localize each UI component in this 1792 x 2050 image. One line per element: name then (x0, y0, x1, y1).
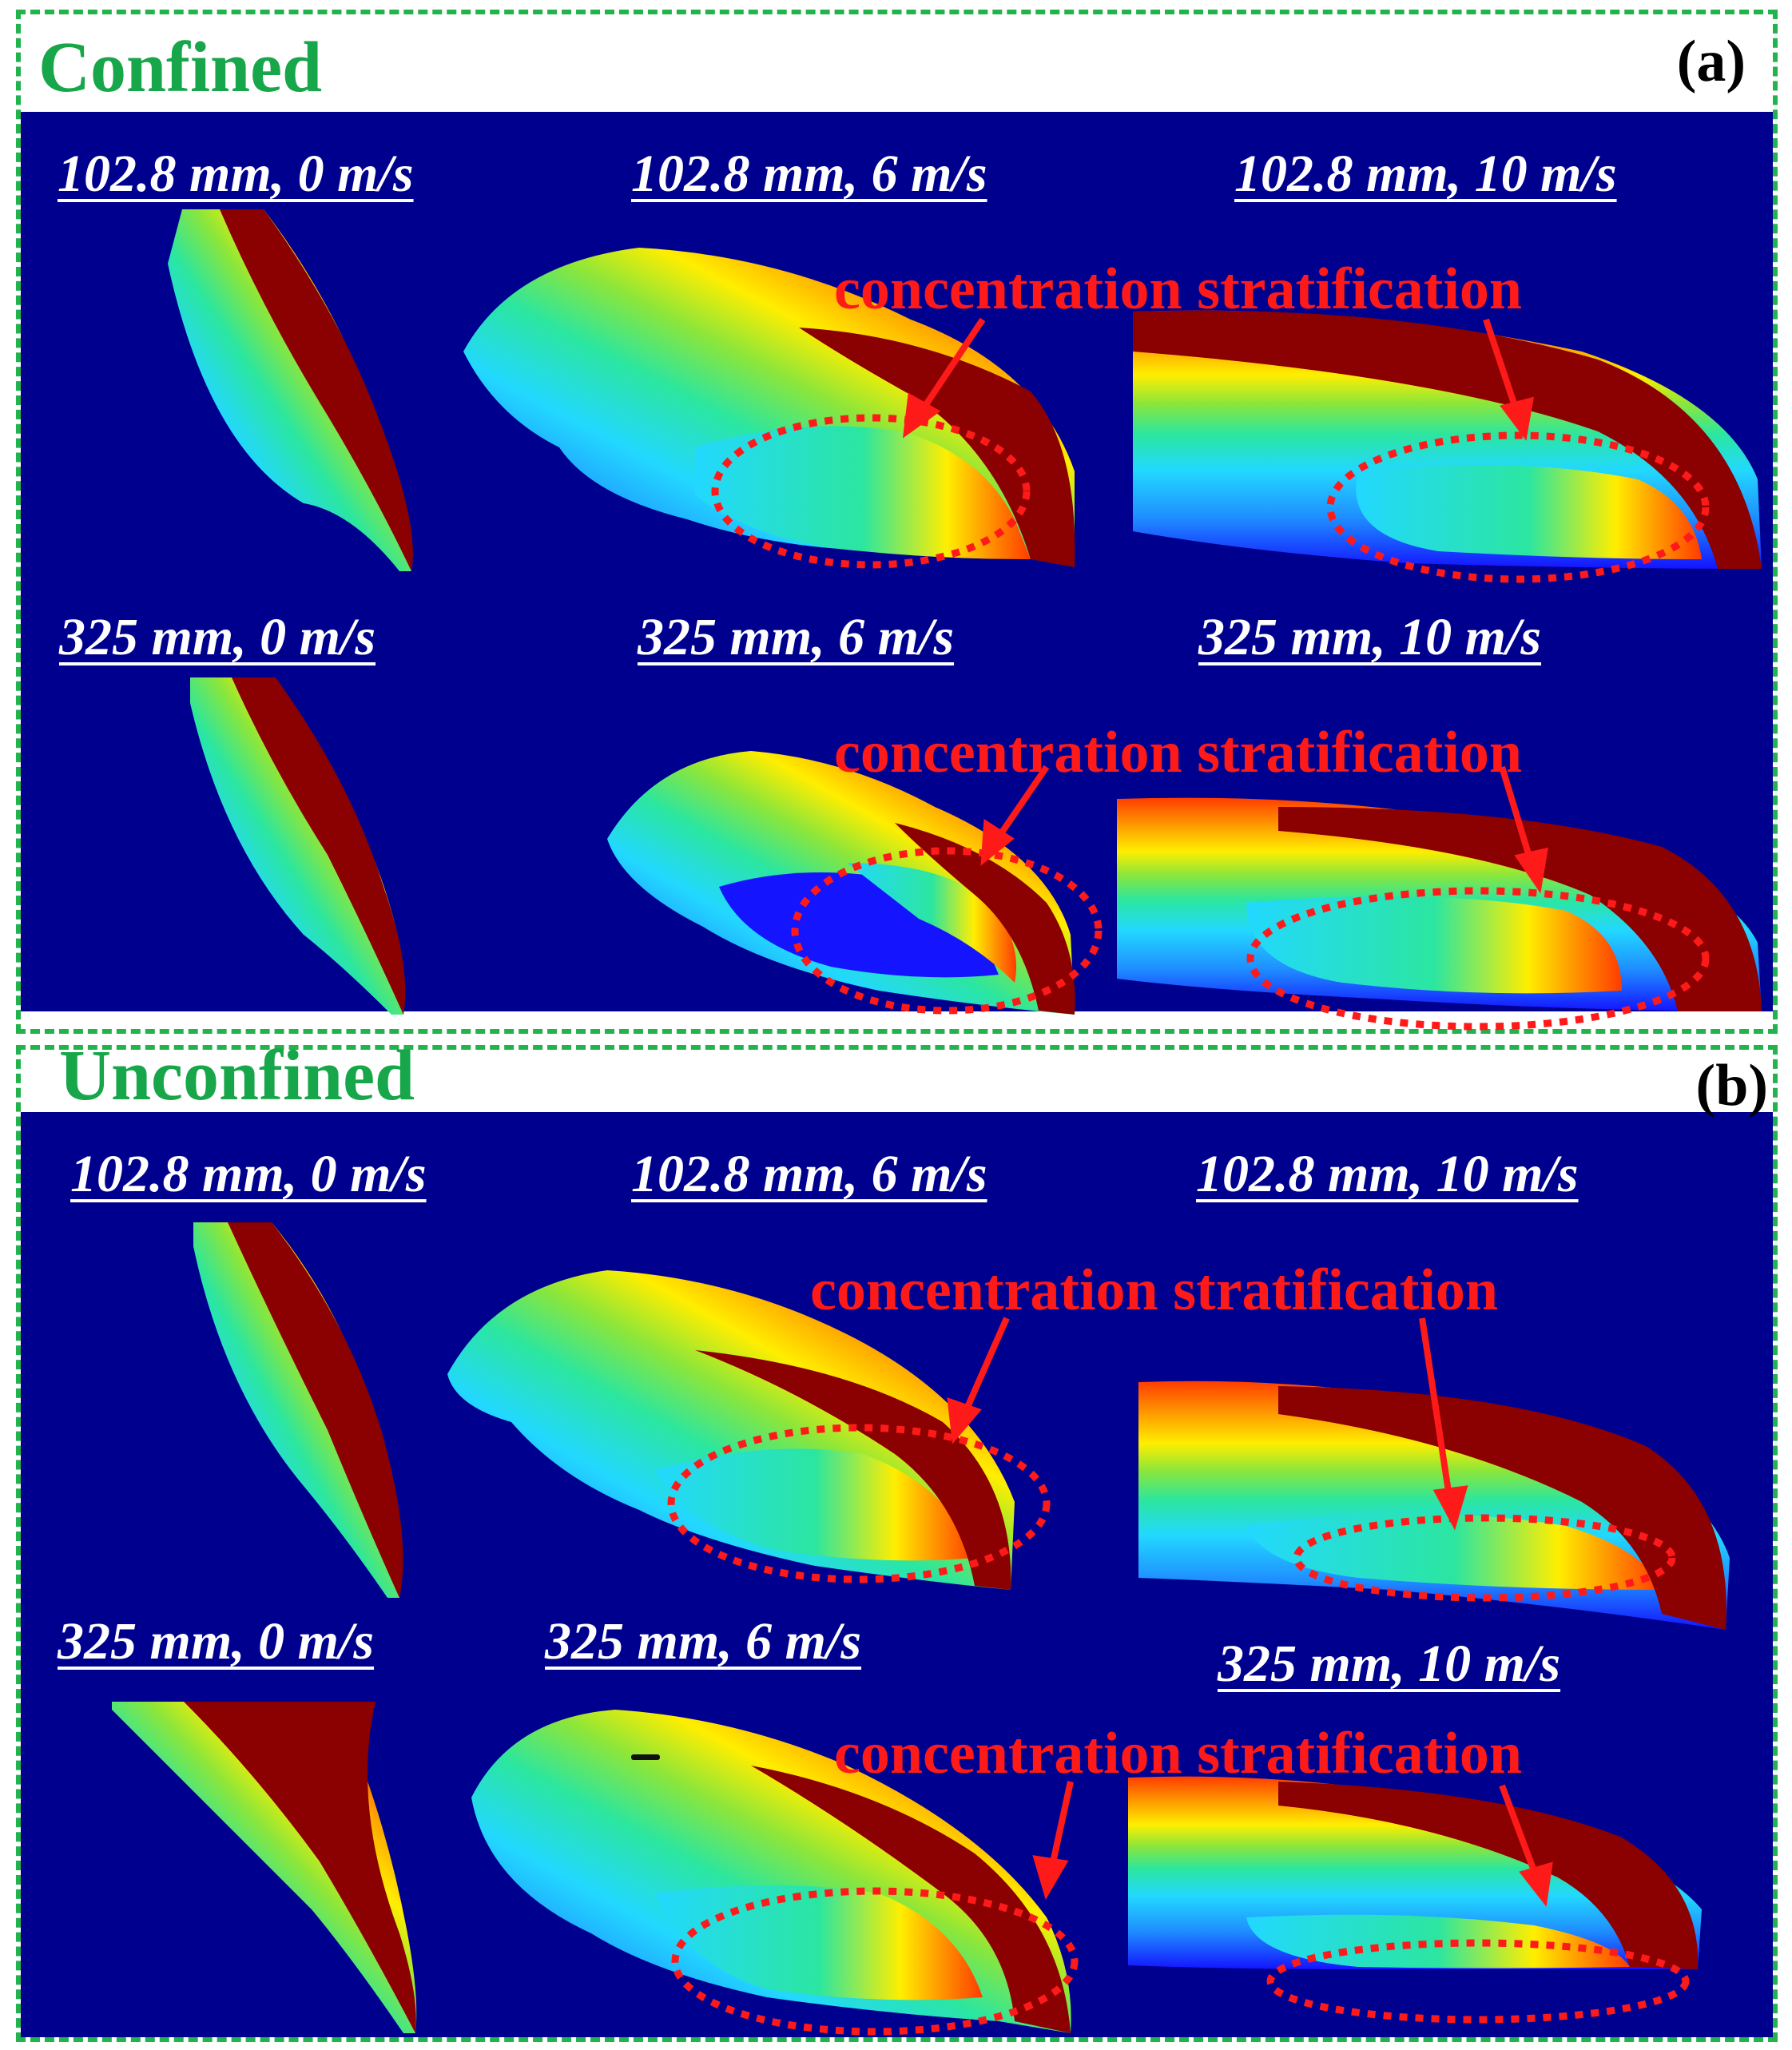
plume-b-325-10 (1128, 1776, 1702, 1969)
ellipse-a4 (1246, 887, 1710, 1031)
label-b-102-10: 102.8 mm, 10 m/s (1196, 1145, 1579, 1203)
stratification-ellipses (667, 414, 1710, 2036)
label-b-325-0: 325 mm, 0 m/s (58, 1612, 375, 1671)
label-b-325-6: 325 mm, 6 m/s (545, 1612, 862, 1671)
annotation-arrows (902, 317, 1553, 1907)
plume-a-325-6 (607, 751, 1075, 1015)
ellipse-b1 (667, 1424, 1051, 1583)
plume-a-102-10 (1133, 310, 1762, 569)
plume-b-325-0 (112, 1702, 417, 2033)
plume-a-325-0 (190, 677, 406, 1015)
plume-b-102-10 (1138, 1381, 1730, 1630)
label-a-102-6: 102.8 mm, 6 m/s (631, 145, 987, 203)
plume-a-102-0 (168, 209, 413, 571)
annotation-a-row2: concentration stratification (834, 720, 1523, 785)
label-b-102-6: 102.8 mm, 6 m/s (631, 1145, 987, 1203)
label-a-325-10: 325 mm, 10 m/s (1198, 608, 1542, 666)
plume-a-325-10 (1117, 797, 1762, 1011)
panel-letter-b: (b) (1695, 1053, 1768, 1118)
label-a-325-6: 325 mm, 6 m/s (638, 608, 955, 666)
annotation-b-row1: concentration stratification (810, 1257, 1499, 1323)
label-a-102-0: 102.8 mm, 0 m/s (58, 145, 414, 203)
ellipse-b4 (1266, 1939, 1690, 2024)
section-title-unconfined: Unconfined (59, 1036, 415, 1115)
ellipse-a1 (711, 414, 1031, 569)
plume-a-102-6 (463, 248, 1075, 567)
label-b-102-0: 102.8 mm, 0 m/s (70, 1145, 427, 1203)
ellipse-b2 (1293, 1514, 1676, 1602)
annotation-b-row2: concentration stratification (834, 1721, 1523, 1786)
section-title-confined: Confined (38, 28, 323, 107)
label-a-325-0: 325 mm, 0 m/s (59, 608, 376, 666)
panel-a-frame (16, 10, 1778, 1034)
plume-b-102-6 (447, 1270, 1015, 1590)
label-b-325-10: 325 mm, 10 m/s (1218, 1635, 1561, 1693)
ellipse-b3 (671, 1887, 1079, 2036)
label-a-102-10: 102.8 mm, 10 m/s (1234, 145, 1617, 203)
ellipse-a3 (791, 847, 1103, 1015)
annotation-a-row1: concentration stratification (834, 256, 1523, 322)
plume-b-102-0 (193, 1222, 403, 1598)
panel-letter-a: (a) (1676, 29, 1746, 94)
panel-b-frame (16, 1045, 1778, 2042)
ellipse-a2 (1326, 431, 1710, 583)
